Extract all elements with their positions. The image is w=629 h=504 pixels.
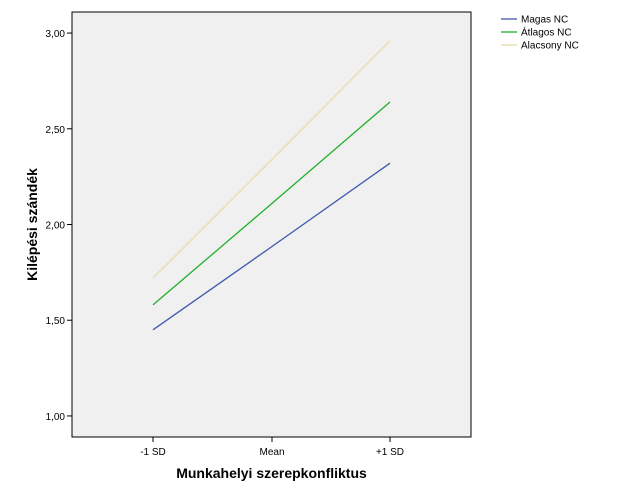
x-tick-label: Mean: [259, 447, 284, 458]
y-tick-label: 2,00: [46, 221, 66, 232]
plot-area: [71, 11, 472, 438]
y-axis-title: Kilépési szándék: [24, 168, 40, 281]
y-tick-label: 1,00: [46, 412, 66, 423]
x-axis: -1 SD Mean +1 SD: [140, 437, 404, 458]
x-tick-label: +1 SD: [376, 447, 404, 458]
series-lines: [152, 40, 391, 331]
legend-label: Magas NC: [521, 15, 568, 26]
legend-label: Átlagos NC: [521, 26, 572, 39]
legend-label: Alacsony NC: [521, 41, 579, 52]
x-tick-label: -1 SD: [140, 447, 166, 458]
series-line-2: [152, 40, 391, 279]
series-line-0: [152, 162, 391, 331]
y-tick-label: 1,50: [46, 316, 66, 327]
x-axis-title: Munkahelyi szerepkonfliktus: [176, 465, 367, 481]
y-tick-label: 2,50: [46, 125, 66, 136]
y-tick-label: 3,00: [46, 29, 66, 40]
y-axis: 1,00 1,50 2,00 2,50 3,00: [46, 29, 72, 423]
series-line-1: [152, 101, 391, 306]
